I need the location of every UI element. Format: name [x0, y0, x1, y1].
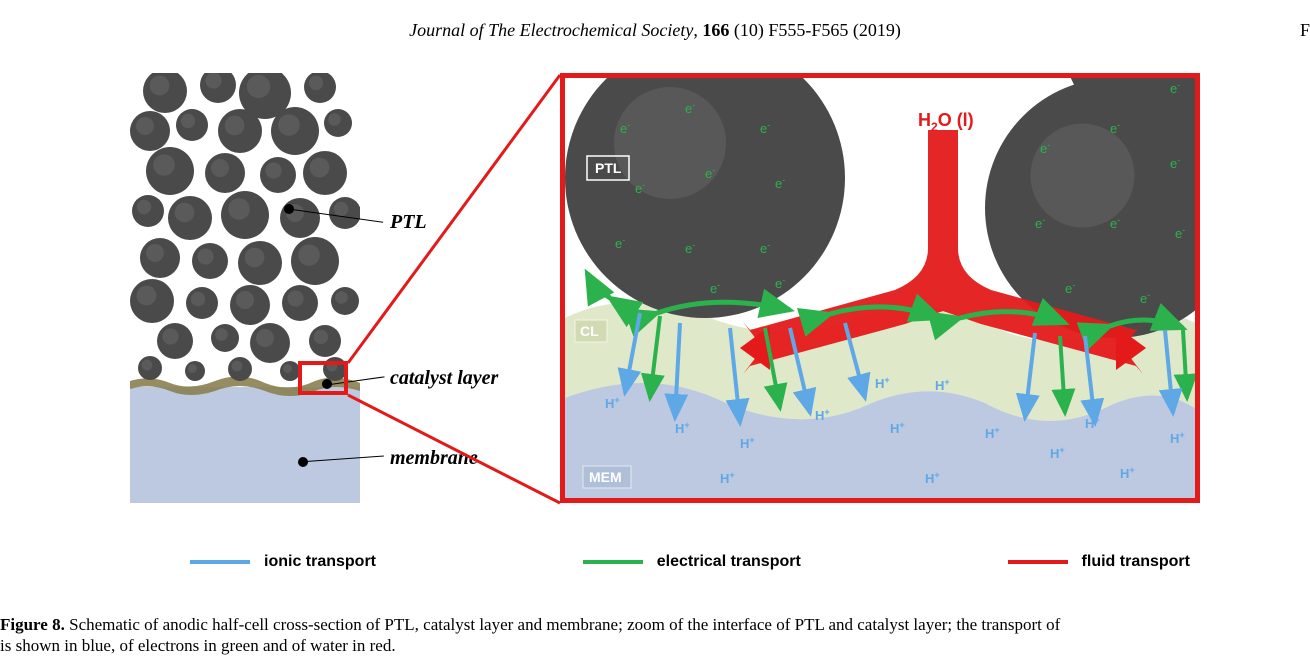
legend-fluid-line — [1008, 560, 1068, 564]
mem-leader-dot — [298, 457, 308, 467]
ptl-label: PTL — [390, 211, 427, 234]
caption-line2: is shown in blue, of electrons in green … — [0, 636, 396, 655]
legend-ionic: ionic transport — [190, 553, 376, 571]
catalyst-layer-label: catalyst layer — [390, 367, 498, 390]
left-schematic — [130, 73, 360, 503]
right-zoom-panel: e-e-e-e-e-e-e-e-e-e-e-e-e-e-e-e-e-e-e-e-… — [560, 73, 1200, 503]
legend-fluid-label: fluid transport — [1082, 553, 1190, 571]
figure-number: Figure 8. — [0, 615, 65, 634]
membrane-label: membrane — [390, 447, 478, 470]
svg-text:MEM: MEM — [589, 469, 622, 485]
page-letter: F — [1300, 20, 1310, 41]
figure-8: PTL catalyst layer membrane e-e-e-e-e-e-… — [0, 59, 1310, 599]
legend-fluid: fluid transport — [1008, 553, 1190, 571]
journal-name: Journal of The Electrochemical Society — [409, 20, 693, 40]
svg-text:PTL: PTL — [595, 160, 622, 176]
caption-line1: Schematic of anodic half-cell cross-sect… — [65, 615, 1060, 634]
legend-ionic-line — [190, 560, 250, 564]
legend: ionic transport electrical transport flu… — [190, 553, 1190, 571]
legend-electrical-line — [583, 560, 643, 564]
legend-electrical-label: electrical transport — [657, 553, 801, 571]
volume-number: 166 — [702, 20, 729, 40]
journal-header: Journal of The Electrochemical Society, … — [0, 0, 1310, 41]
figure-caption: Figure 8. Schematic of anodic half-cell … — [0, 614, 1310, 657]
legend-electrical: electrical transport — [583, 553, 801, 571]
legend-ionic-label: ionic transport — [264, 553, 376, 571]
issue-pages: (10) F555-F565 (2019) — [729, 20, 901, 40]
svg-text:CL: CL — [580, 323, 599, 339]
zoom-source-box — [298, 361, 348, 395]
